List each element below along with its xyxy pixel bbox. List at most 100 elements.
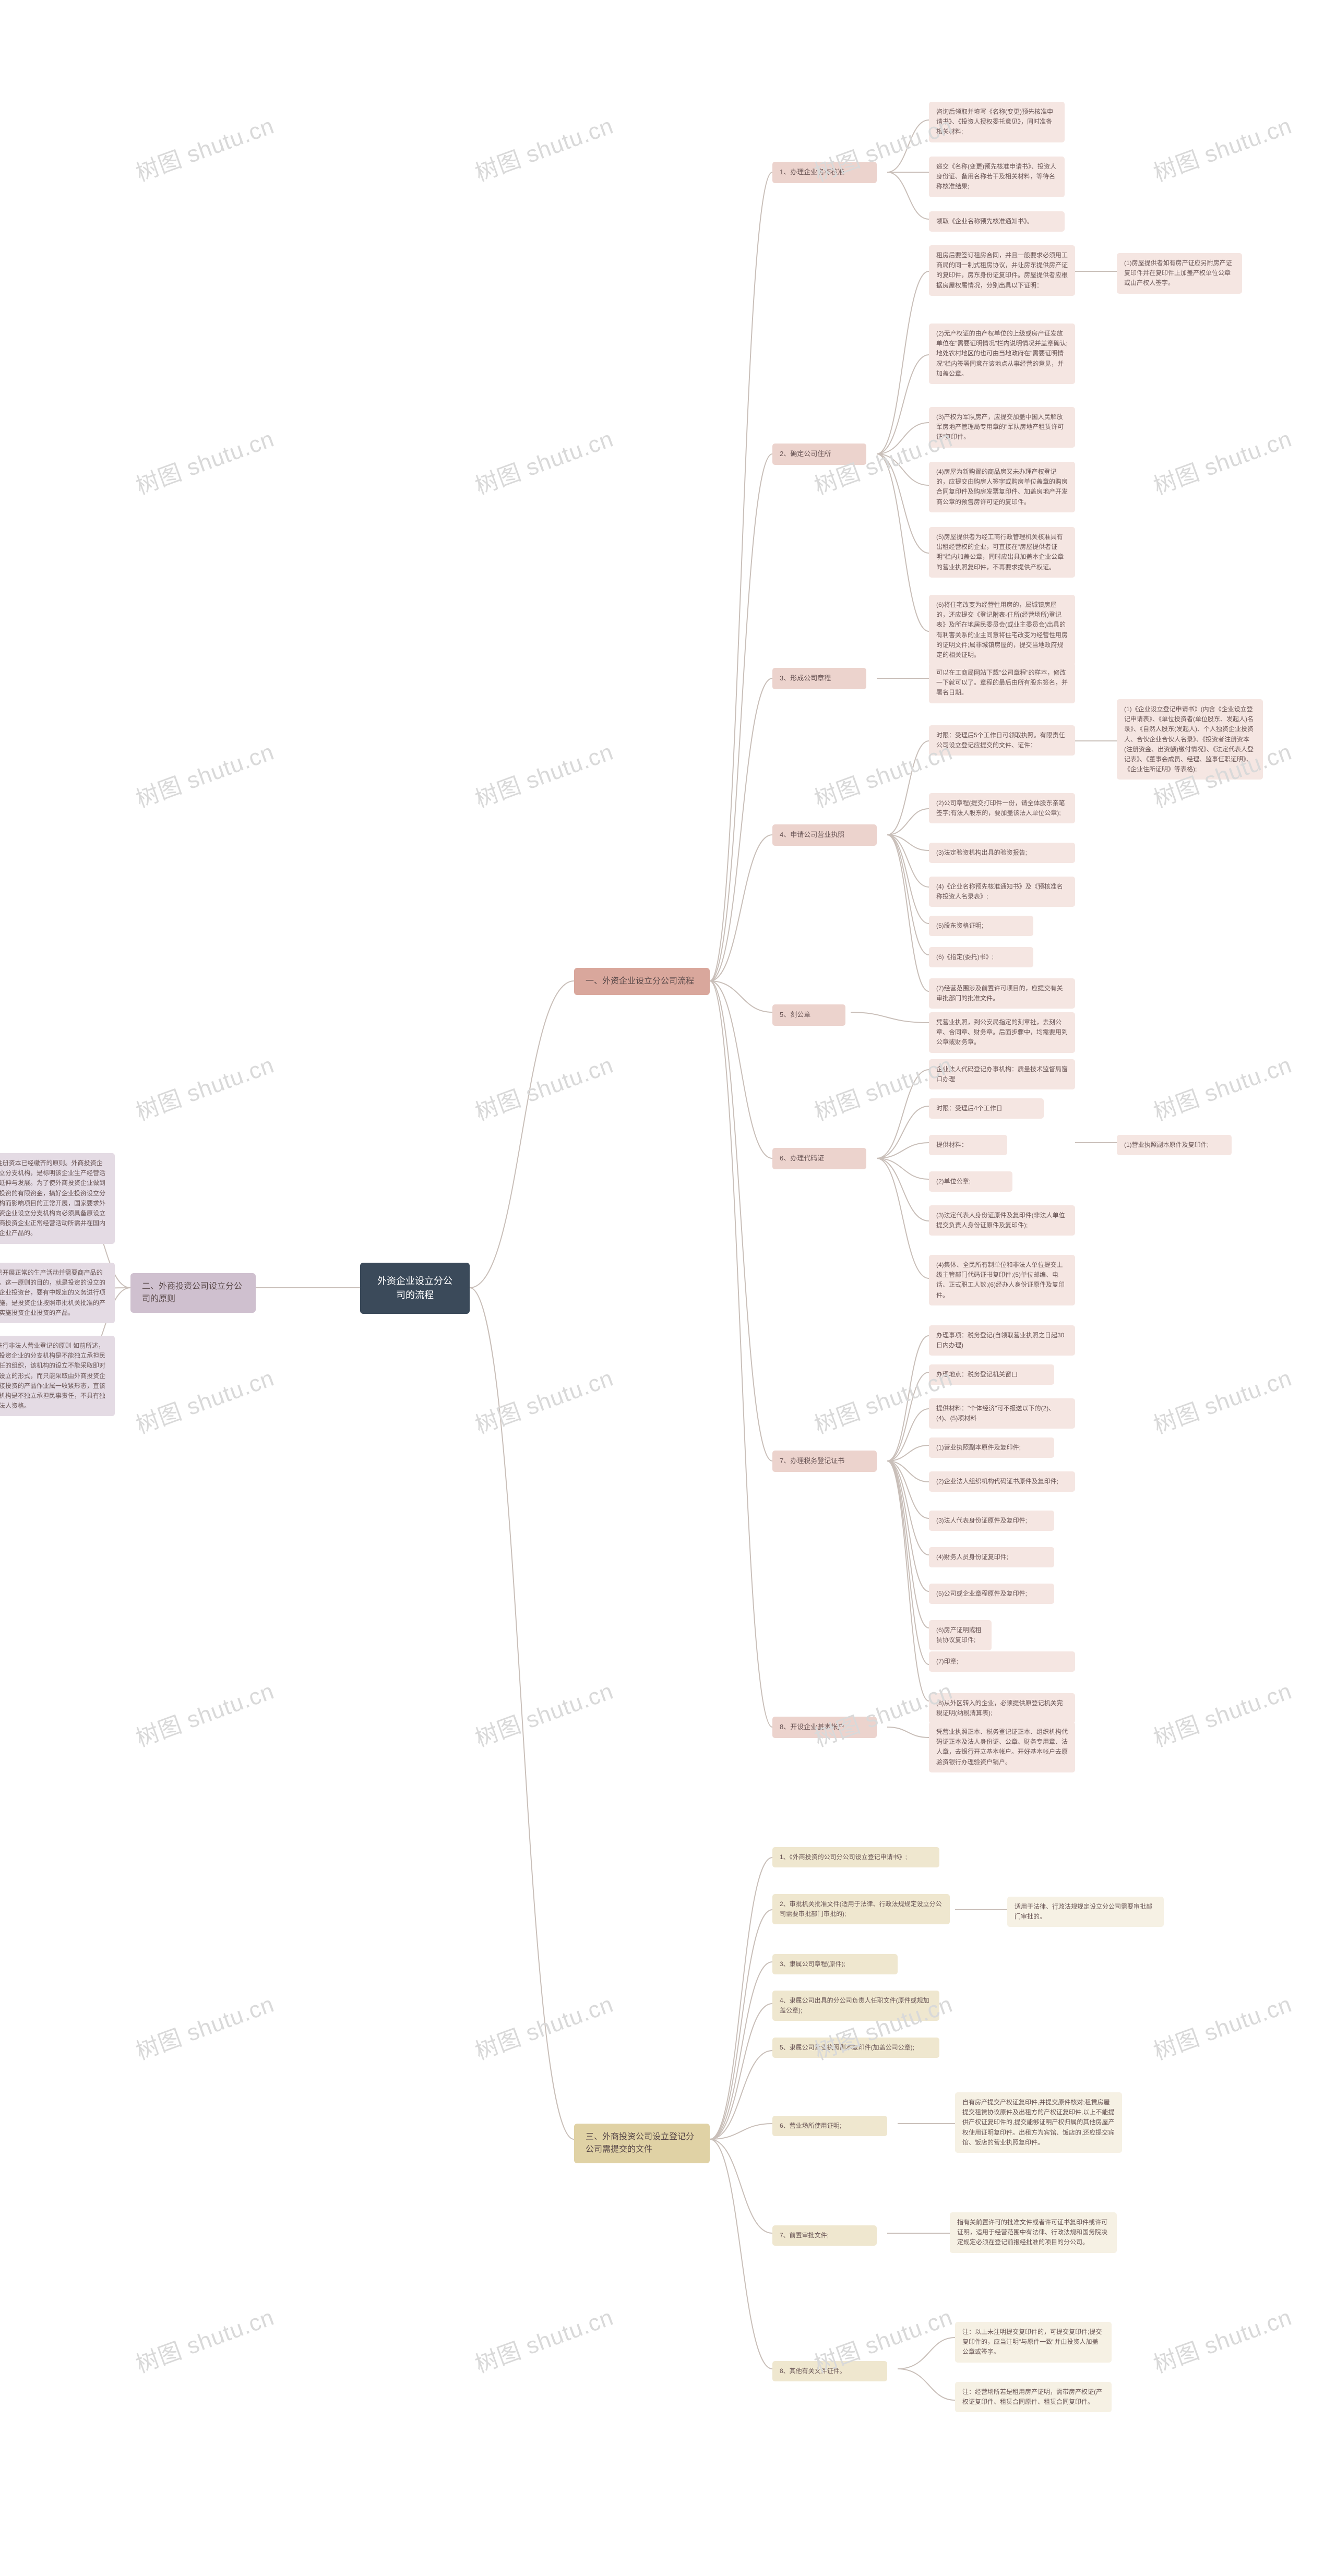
b1-6-c3[interactable]: 提供材料： xyxy=(929,1135,1007,1155)
text: 递交《名称(变更)预先核准申请书》、投资人身份证、备用名称若干及相关材料，等待名… xyxy=(936,163,1056,190)
text: 注：经营场所若是租用房产证明，需带房产权证(产权证复印件、租赁合同原件、租赁合同… xyxy=(962,2388,1102,2405)
text: (1)《企业设立登记申请书》(内含《企业设立登记申请表》、《单位投资者(单位股东… xyxy=(1124,705,1254,773)
b1-7-c9[interactable]: (6)房产证明或租赁协议复印件; xyxy=(929,1620,992,1650)
b1-1-c1[interactable]: 咨询后领取并填写《名称(变更)预先核准申请书》、《投资人授权委托意见》，同时准备… xyxy=(929,102,1065,142)
b1-item-3-label: 3、形成公司章程 xyxy=(780,674,831,682)
b1-6-c5[interactable]: (3)法定代表人身份证原件及复印件(非法人单位提交负责人身份证原件及复印件); xyxy=(929,1205,1075,1236)
b1-4-c1[interactable]: 时限：受理后5个工作日可领取执照。有限责任公司设立登记应提交的文件、证件： xyxy=(929,725,1075,756)
b1-6-c1[interactable]: 企业法人代码登记办事机构：质量技术监督局窗口办理 xyxy=(929,1059,1075,1089)
b3-c1[interactable]: 1、《外商投资的公司分公司设立登记申请书》; xyxy=(772,1847,939,1867)
text: (6)房产证明或租赁协议复印件; xyxy=(936,1626,982,1644)
b3-c3[interactable]: 3、隶属公司章程(原件); xyxy=(772,1954,898,1974)
b1-2-c1-sub[interactable]: (1)房屋提供者如有房产证应另附房产证复印件并在复印件上加盖产权单位公章或由产权… xyxy=(1117,253,1242,294)
b1-item-1[interactable]: 1、办理企业名称核准 xyxy=(772,162,877,183)
text: 可以在工商局网站下载"公司章程"的样本，修改一下就可以了。章程的最后由所有股东签… xyxy=(936,669,1068,696)
text: 3、进行非法人营业登记的原则 如前所述，外商投资企业的分支机构是不能独立承担民事… xyxy=(0,1342,105,1409)
b3-c2[interactable]: 2、审批机关批准文件(适用于法律、行政法规规定设立分公司需要审批部门审批的); xyxy=(772,1894,950,1924)
b3-c5[interactable]: 5、隶属公司营业执照副本复印件(加盖公司公章); xyxy=(772,2038,939,2058)
text: 1、注册资本已经缴齐的原则。外商投资企业设立分支机构，是标明该企业生产经营活动的… xyxy=(0,1159,105,1237)
root-label: 外资企业设立分公司的流程 xyxy=(377,1276,452,1300)
b1-item-2[interactable]: 2、确定公司住所 xyxy=(772,444,866,465)
b1-7-c7[interactable]: (4)财务人员身份证复印件; xyxy=(929,1547,1054,1567)
b1-1-c2[interactable]: 递交《名称(变更)预先核准申请书》、投资人身份证、备用名称若干及相关材料，等待名… xyxy=(929,157,1065,197)
b1-7-c1[interactable]: 办理事项：税务登记(自领取营业执照之日起30日内办理) xyxy=(929,1325,1075,1356)
b1-2-c3[interactable]: (3)产权为军队房产，应提交加盖中国人民解放军房地产管理局专用章的"军队房地产租… xyxy=(929,407,1075,448)
branch1-label: 一、外资企业设立分公司流程 xyxy=(586,977,694,986)
b3-c8-sub-b[interactable]: 注：经营场所若是租用房产证明，需带房产权证(产权证复印件、租赁合同原件、租赁合同… xyxy=(955,2382,1112,2412)
text: 凭营业执照，到公安局指定的刻章社，去刻公章、合同章、财务章。后面步骤中，均需要用… xyxy=(936,1019,1068,1046)
b1-2-c2[interactable]: (2)无产权证的由产权单位的上级或房产证发放单位在"需要证明情况"栏内说明情况并… xyxy=(929,324,1075,384)
b1-6-c4[interactable]: (2)单位公章; xyxy=(929,1171,1012,1192)
b1-item-5[interactable]: 5、刻公章 xyxy=(772,1004,845,1026)
b1-7-c11[interactable]: (8)从外区转入的企业，必须提供原登记机关完税证明(纳税清算表); xyxy=(929,1693,1075,1723)
text: 6、营业场所使用证明; xyxy=(780,2122,841,2129)
b1-7-c2[interactable]: 办理地点：税务登记机关窗口 xyxy=(929,1364,1054,1385)
text: (5)房屋提供者为经工商行政管理机关核准具有出租经营权的企业，可直接在"房屋提供… xyxy=(936,533,1064,571)
b1-3-c1[interactable]: 可以在工商局网站下载"公司章程"的样本，修改一下就可以了。章程的最后由所有股东签… xyxy=(929,663,1075,703)
b1-1-c3[interactable]: 领取《企业名称预先核准通知书》。 xyxy=(929,211,1065,232)
branch2-label: 二、外商投资公司设立分公司的原则 xyxy=(142,1282,242,1303)
text: (4)《企业名称预先核准通知书》及《预核准名称投资人名录表》; xyxy=(936,883,1063,900)
b1-4-c7[interactable]: (7)经营范围涉及前置许可项目的，应提交有关审批部门的批准文件。 xyxy=(929,978,1075,1009)
text: 5、隶属公司营业执照副本复印件(加盖公司公章); xyxy=(780,2044,914,2051)
b1-item-1-label: 1、办理企业名称核准 xyxy=(780,168,844,176)
b3-c7[interactable]: 7、前置审批文件; xyxy=(772,2225,877,2246)
b1-4-c2[interactable]: (2)公司章程(提交打印件一份，请全体股东亲笔签字;有法人股东的，要加盖该法人单… xyxy=(929,793,1075,823)
b2-c1[interactable]: 1、注册资本已经缴齐的原则。外商投资企业设立分支机构，是标明该企业生产经营活动的… xyxy=(0,1153,115,1244)
text: 2、审批机关批准文件(适用于法律、行政法规规定设立分公司需要审批部门审批的); xyxy=(780,1900,942,1918)
b3-c7-sub[interactable]: 指有关前置许可的批准文件或者许可证书复印件或许可证明，适用于经营范围中有法律、行… xyxy=(950,2212,1117,2253)
b1-7-c8[interactable]: (5)公司或企业章程原件及复印件; xyxy=(929,1584,1054,1604)
b3-c8-sub-a[interactable]: 注：以上未注明提交复印件的，可提交复印件;提交复印件的，应当注明"与原件一致"并… xyxy=(955,2322,1112,2363)
b1-7-c6[interactable]: (3)法人代表身份证原件及复印件; xyxy=(929,1511,1054,1531)
text: (6)《指定(委托)书》; xyxy=(936,953,994,961)
b1-8-c1[interactable]: 凭营业执照正本、税务登记证正本、组织机构代码证正本及法人身份证、公章、财务专用章… xyxy=(929,1722,1075,1772)
branch1-node[interactable]: 一、外资企业设立分公司流程 xyxy=(574,968,710,995)
b3-c8[interactable]: 8、其他有关文件证件。 xyxy=(772,2361,887,2381)
b1-item-7[interactable]: 7、办理税务登记证书 xyxy=(772,1451,877,1472)
b1-item-2-label: 2、确定公司住所 xyxy=(780,450,831,458)
b1-4-c3[interactable]: (3)法定验资机构出具的验资报告; xyxy=(929,843,1075,863)
branch2-node[interactable]: 二、外商投资公司设立分公司的原则 xyxy=(130,1273,256,1313)
text: (1)营业执照副本原件及复印件; xyxy=(1124,1141,1209,1148)
branch3-node[interactable]: 三、外商投资公司设立登记分公司需提交的文件 xyxy=(574,2124,710,2163)
root-node[interactable]: 外资企业设立分公司的流程 xyxy=(360,1263,470,1314)
b1-4-c4[interactable]: (4)《企业名称预先核准通知书》及《预核准名称投资人名录表》; xyxy=(929,877,1075,907)
b2-c2[interactable]: 2、已开展正常的生产活动并需要商产品的原则。这一原则的目的，就是投资的设立的外资… xyxy=(0,1263,115,1323)
b1-4-c1-sub[interactable]: (1)《企业设立登记申请书》(内含《企业设立登记申请表》、《单位投资者(单位股东… xyxy=(1117,699,1263,780)
text: (1)营业执照副本原件及复印件; xyxy=(936,1444,1021,1451)
b1-2-c4[interactable]: (4)房屋为新购置的商品房又未办理产权登记的，应提交由购房人签字或购房单位盖章的… xyxy=(929,462,1075,512)
text: 领取《企业名称预先核准通知书》。 xyxy=(936,218,1033,225)
b1-7-c3[interactable]: 提供材料："个体经济"可不报送以下的(2)、(4)、(5)项材料 xyxy=(929,1398,1075,1429)
b1-7-c5[interactable]: (2)企业法人组织机构代码证书原件及复印件; xyxy=(929,1471,1075,1492)
b1-5-c1[interactable]: 凭营业执照，到公安局指定的刻章社，去刻公章、合同章、财务章。后面步骤中，均需要用… xyxy=(929,1012,1075,1053)
b1-item-5-label: 5、刻公章 xyxy=(780,1011,810,1019)
b3-c6-sub[interactable]: 自有房产提交产权证复印件,并提交原件核对;租赁房屋提交租赁协议原件及出租方的产权… xyxy=(955,2092,1122,2153)
branch3-label: 三、外商投资公司设立登记分公司需提交的文件 xyxy=(586,2132,694,2154)
b1-item-3[interactable]: 3、形成公司章程 xyxy=(772,668,866,689)
text: (6)将住宅改变为经营性用房的，属城镇房屋的，还应提交《登记附表-住所(经营场所… xyxy=(936,601,1068,658)
text: 办理地点：税务登记机关窗口 xyxy=(936,1371,1018,1378)
b2-c3[interactable]: 3、进行非法人营业登记的原则 如前所述，外商投资企业的分支机构是不能独立承担民事… xyxy=(0,1336,115,1416)
b1-7-c10[interactable]: (7)印章; xyxy=(929,1651,1075,1672)
mindmap-canvas: 外资企业设立分公司的流程 一、外资企业设立分公司流程 1、办理企业名称核准 2、… xyxy=(0,0,1336,2576)
text: (7)经营范围涉及前置许可项目的，应提交有关审批部门的批准文件。 xyxy=(936,985,1063,1002)
b1-2-c6[interactable]: (6)将住宅改变为经营性用房的，属城镇房屋的，还应提交《登记附表-住所(经营场所… xyxy=(929,595,1075,665)
b1-4-c6[interactable]: (6)《指定(委托)书》; xyxy=(929,947,1033,967)
text: (3)法人代表身份证原件及复印件; xyxy=(936,1517,1027,1524)
b1-item-8[interactable]: 8、开设企业基本帐户 xyxy=(772,1717,877,1738)
b1-item-4[interactable]: 4、申请公司营业执照 xyxy=(772,824,877,846)
text: (3)法定代表人身份证原件及复印件(非法人单位提交负责人身份证原件及复印件); xyxy=(936,1212,1065,1229)
b1-6-c3-sub[interactable]: (1)营业执照副本原件及复印件; xyxy=(1117,1135,1232,1155)
b3-c6[interactable]: 6、营业场所使用证明; xyxy=(772,2116,887,2136)
b1-7-c4[interactable]: (1)营业执照副本原件及复印件; xyxy=(929,1437,1054,1458)
text: (1)房屋提供者如有房产证应另附房产证复印件并在复印件上加盖产权单位公章或由产权… xyxy=(1124,259,1232,286)
text: 2、已开展正常的生产活动并需要商产品的原则。这一原则的目的，就是投资的设立的外资… xyxy=(0,1269,105,1316)
b1-6-c2[interactable]: 时限：受理后4个工作日 xyxy=(929,1098,1044,1119)
b1-item-6[interactable]: 6、办理代码证 xyxy=(772,1148,866,1169)
b3-c2-sub[interactable]: 适用于法律、行政法规规定设立分公司需要审批部门审批的。 xyxy=(1007,1897,1164,1927)
b1-2-c5[interactable]: (5)房屋提供者为经工商行政管理机关核准具有出租经营权的企业，可直接在"房屋提供… xyxy=(929,527,1075,578)
b1-4-c5[interactable]: (5)股东资格证明; xyxy=(929,916,1033,936)
b3-c4[interactable]: 4、隶属公司出具的分公司负责人任职文件(原件或规加盖公章); xyxy=(772,1991,939,2021)
b1-6-c6[interactable]: (4)集体、全民所有制单位和非法人单位提交上级主管部门代码证书复印件;(5)单位… xyxy=(929,1255,1075,1305)
b1-2-c1[interactable]: 租房后要签订租房合同，并且一般要求必须用工商局的同一制式租房协议，并让房东提供房… xyxy=(929,245,1075,296)
